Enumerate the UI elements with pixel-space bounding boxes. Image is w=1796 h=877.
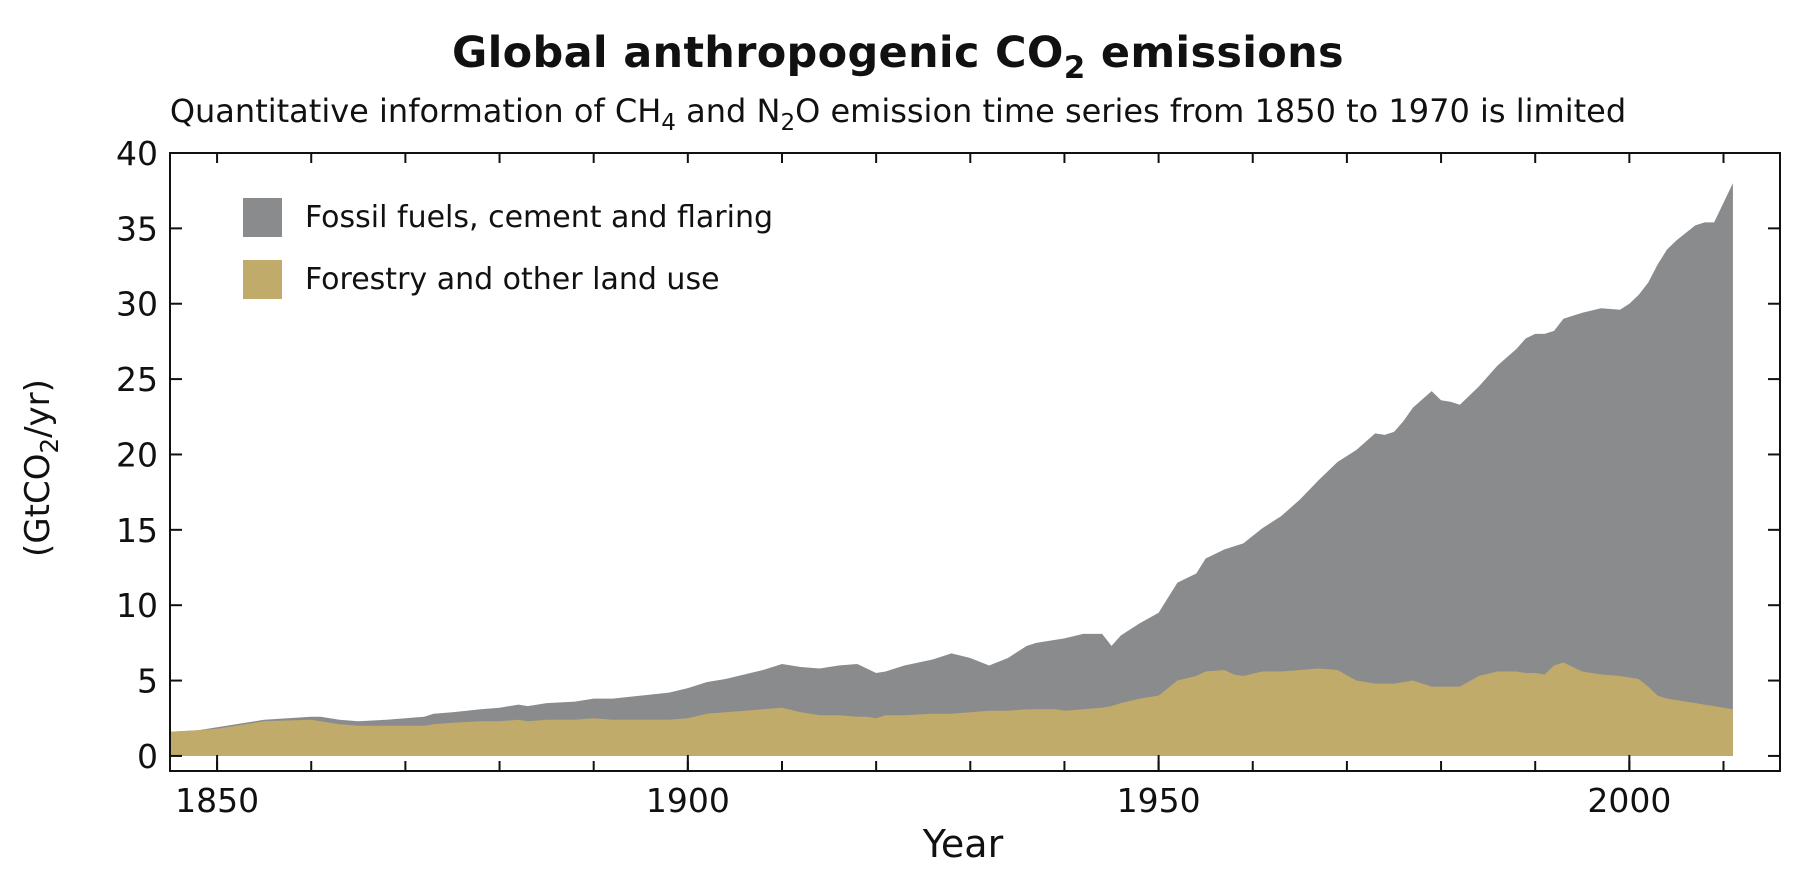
y-tick-label: 35 <box>116 209 158 248</box>
y-axis-label: (GtCO2/yr) <box>18 379 64 557</box>
plot-frame <box>169 152 1781 772</box>
y-tick-label: 30 <box>116 285 158 324</box>
legend-swatch-fossil <box>243 197 282 237</box>
y-tick-label: 5 <box>137 662 158 701</box>
subtitle-subscript: 4 <box>661 110 676 137</box>
x-tick-label: 1900 <box>646 781 730 820</box>
x-tick-label: 1850 <box>175 781 259 820</box>
legend-swatch-forestry <box>243 259 282 299</box>
y-tick-label: 25 <box>116 360 158 399</box>
chart-legend: Fossil fuels, cement and flaring Forestr… <box>243 197 773 321</box>
area-forestry-land-use <box>170 662 1733 756</box>
legend-item-forestry: Forestry and other land use <box>243 259 773 299</box>
x-tick-label: 2000 <box>1587 781 1671 820</box>
title-subscript: 2 <box>1063 49 1086 86</box>
x-axis-label: Year <box>922 822 1004 866</box>
x-tick-label: 1950 <box>1117 781 1201 820</box>
subtitle-text: and N <box>675 92 781 130</box>
y-tick-label: 10 <box>116 586 158 625</box>
y-tick-label: 0 <box>137 737 158 776</box>
area-fossil-fuels <box>170 183 1733 756</box>
legend-label-forestry: Forestry and other land use <box>305 261 720 297</box>
y-tick-label: 20 <box>116 435 158 474</box>
y-tick-label: 15 <box>116 511 158 550</box>
subtitle-subscript: 2 <box>780 110 796 137</box>
subtitle-text: Quantitative information of CH <box>169 92 662 130</box>
chart-title: Global anthropogenic CO2 emissions <box>452 28 1344 86</box>
legend-item-fossil: Fossil fuels, cement and flaring <box>243 197 773 237</box>
y-tick-label: 40 <box>116 134 158 173</box>
chart-subtitle: Quantitative information of CH4 and N2O … <box>0 92 1796 136</box>
legend-label-fossil: Fossil fuels, cement and flaring <box>305 199 774 235</box>
subtitle-text: O emission time series from 1850 to 1970… <box>795 92 1627 130</box>
